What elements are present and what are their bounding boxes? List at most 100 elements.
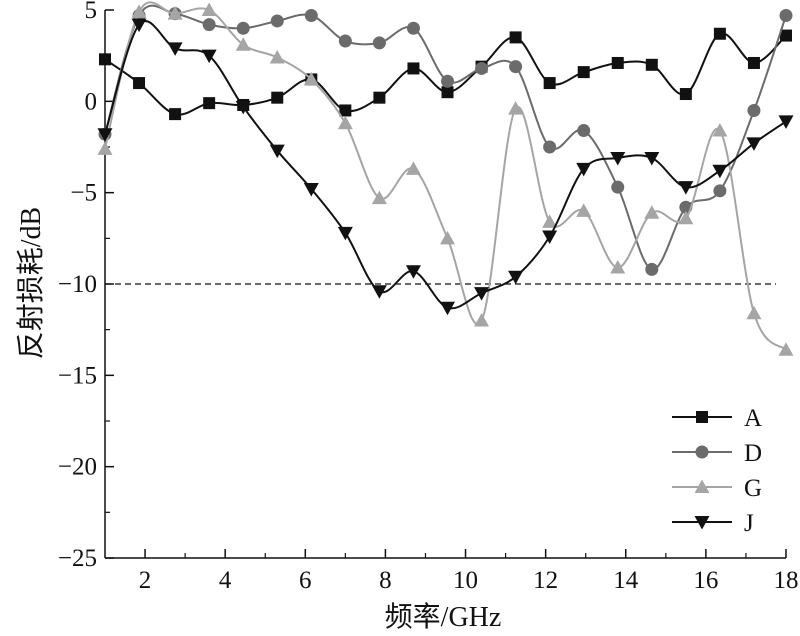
series-d-line <box>104 4 787 271</box>
series-a-point <box>645 58 658 71</box>
series-a-point <box>339 104 352 117</box>
series-d-point <box>577 124 591 138</box>
series-g-point <box>508 101 524 115</box>
series-g-point <box>778 342 794 356</box>
series-d-point <box>509 60 523 74</box>
series-g-point <box>337 115 353 130</box>
series-d-point <box>543 140 557 154</box>
series-g-point <box>474 313 490 327</box>
series-g-point <box>542 214 558 228</box>
series-j-point <box>405 265 421 279</box>
y-tick-label: −20 <box>58 454 97 481</box>
series-d-point <box>202 18 216 32</box>
series-a-point <box>713 27 726 40</box>
series-d-point <box>338 34 352 48</box>
legend-item-d: D <box>672 440 762 467</box>
series-a-point <box>577 66 590 79</box>
y-tick-label: −5 <box>70 180 97 207</box>
series-j-point <box>610 151 626 166</box>
series-a-point <box>543 77 556 90</box>
series-d-point <box>441 74 455 88</box>
legend-item-g: G <box>672 475 762 502</box>
series-j-point <box>474 287 490 301</box>
series-a-point <box>407 62 420 75</box>
series-j-point <box>167 42 183 56</box>
series-d-point <box>372 36 386 50</box>
x-tick-label: 12 <box>533 567 558 594</box>
series-a <box>99 27 792 121</box>
series-group <box>97 1 794 356</box>
y-tick-label: −10 <box>58 271 97 298</box>
y-tick-label: −25 <box>58 545 97 572</box>
series-g-point <box>131 4 147 18</box>
legend-label-d: D <box>744 440 762 467</box>
series-j-point <box>201 49 217 64</box>
series-j-point <box>303 183 319 197</box>
series-g <box>97 1 794 356</box>
y-tick-label: 0 <box>85 88 98 115</box>
series-j-point <box>235 100 251 115</box>
series-a-point <box>747 56 760 69</box>
series-a-point <box>611 56 624 69</box>
series-a-point <box>441 86 454 99</box>
series-j-point <box>542 230 558 245</box>
series-g-point <box>269 49 285 64</box>
x-tick-label: 2 <box>139 567 152 594</box>
legend-label-a: A <box>744 405 762 432</box>
series-a-point <box>99 53 111 66</box>
series-j-line <box>104 20 787 310</box>
series-a-point <box>203 97 216 110</box>
series-g-point <box>371 190 387 205</box>
x-tick-label: 18 <box>774 567 799 594</box>
series-d-point <box>713 184 727 198</box>
series-d-point <box>236 21 250 35</box>
legend-marker-g <box>694 479 710 493</box>
series-d-point <box>611 180 625 194</box>
series-a-point <box>271 91 284 104</box>
legend-marker-a <box>696 411 708 423</box>
legend-item-j: J <box>672 510 754 537</box>
series-g-point <box>712 123 728 137</box>
legend-label-j: J <box>744 510 754 537</box>
series-j-point <box>678 181 694 195</box>
x-axis-title: 频率/GHz <box>385 601 502 633</box>
series-g-point <box>201 2 217 16</box>
series-j-point <box>371 285 387 299</box>
series-j-point <box>576 162 592 177</box>
series-a-point <box>373 91 386 104</box>
x-tick-label: 14 <box>613 567 639 594</box>
legend-marker-j <box>694 516 710 530</box>
series-j-point <box>131 18 147 33</box>
x-tick-label: 8 <box>379 567 392 594</box>
series-d-point <box>304 8 318 22</box>
series-g-point <box>97 141 113 155</box>
y-tick-label: −15 <box>58 362 97 389</box>
series-a-point <box>133 77 146 90</box>
series-a-point <box>679 88 692 101</box>
axis-ticks: 2 4 6 8 10 12 14 16 18 5 0 −5 −10 −15 −20 −25 <box>58 0 799 594</box>
series-j-point <box>508 270 524 285</box>
series-g-point <box>440 230 456 245</box>
y-axis-title: 反射损耗/dB <box>15 207 47 359</box>
series-j-point <box>778 115 794 129</box>
series-g-point <box>303 71 319 86</box>
x-tick-label: 10 <box>453 567 478 594</box>
series-a-point <box>780 29 792 42</box>
series-j-point <box>269 144 285 159</box>
series-g-point <box>235 37 251 51</box>
series-g-point <box>678 210 694 225</box>
legend-marker-d <box>695 445 709 459</box>
series-d-point <box>645 262 659 276</box>
series-d-point <box>747 103 761 117</box>
series-a-point <box>509 31 522 44</box>
series-j-point <box>746 137 762 151</box>
x-tick-label: 16 <box>693 567 718 594</box>
series-g-point <box>746 305 762 320</box>
series-g-point <box>576 203 592 217</box>
series-d-point <box>779 8 793 22</box>
series-j-point <box>644 151 660 166</box>
series-g-point <box>610 260 626 274</box>
series-d-point <box>475 61 489 75</box>
series-j-point <box>440 301 456 316</box>
